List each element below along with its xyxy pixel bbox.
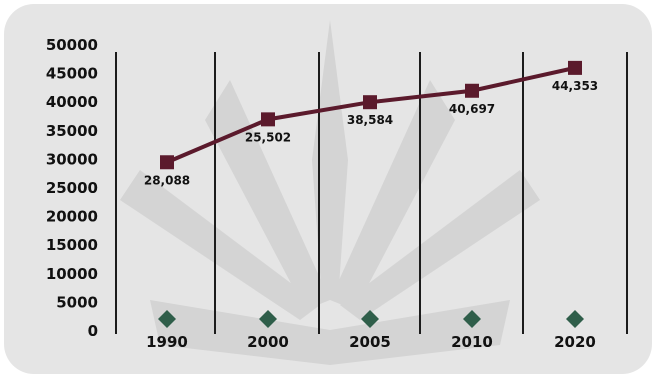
x-tick-label: 2020 [554, 333, 596, 351]
y-tick-label: 10000 [46, 265, 98, 283]
data-label: 44,353 [552, 79, 598, 93]
category-markers [158, 310, 584, 328]
series-points [160, 60, 582, 170]
category-marker-2005 [361, 310, 379, 328]
y-tick-label: 25000 [46, 179, 98, 197]
vertical-gridlines [115, 52, 628, 334]
y-axis-ticks: 0 5000 10000 15000 20000 25000 30000 35000 40000… [46, 36, 98, 340]
y-tick-label: 20000 [46, 208, 98, 226]
category-marker-2000 [259, 310, 277, 328]
y-tick-label: 40000 [46, 93, 98, 111]
data-label: 25,502 [245, 130, 291, 144]
data-labels: 28,088 25,502 38,584 40,697 44,353 [144, 79, 598, 187]
data-label: 38,584 [347, 113, 393, 127]
y-tick-label: 15000 [46, 236, 98, 254]
category-marker-2010 [463, 310, 481, 328]
data-label: 28,088 [144, 173, 190, 187]
data-point-2000 [261, 112, 275, 127]
x-tick-label: 1990 [146, 333, 188, 351]
data-point-2010 [465, 83, 479, 98]
y-tick-label: 35000 [46, 122, 98, 140]
x-tick-label: 2000 [247, 333, 289, 351]
watermark-emblem [120, 20, 540, 365]
category-marker-2020 [566, 310, 584, 328]
data-label: 40,697 [449, 102, 495, 116]
y-tick-label: 50000 [46, 36, 98, 54]
y-tick-label: 5000 [56, 293, 98, 311]
x-tick-label: 2010 [451, 333, 493, 351]
category-marker-1990 [158, 310, 176, 328]
x-axis-ticks: 1990 2000 2005 2010 2020 [146, 333, 596, 351]
y-tick-label: 30000 [46, 150, 98, 168]
data-point-2020 [568, 60, 582, 75]
x-tick-label: 2005 [349, 333, 391, 351]
y-tick-label: 0 [88, 322, 98, 340]
data-point-1990 [160, 155, 174, 170]
y-tick-label: 45000 [46, 65, 98, 83]
data-point-2005 [363, 95, 377, 110]
